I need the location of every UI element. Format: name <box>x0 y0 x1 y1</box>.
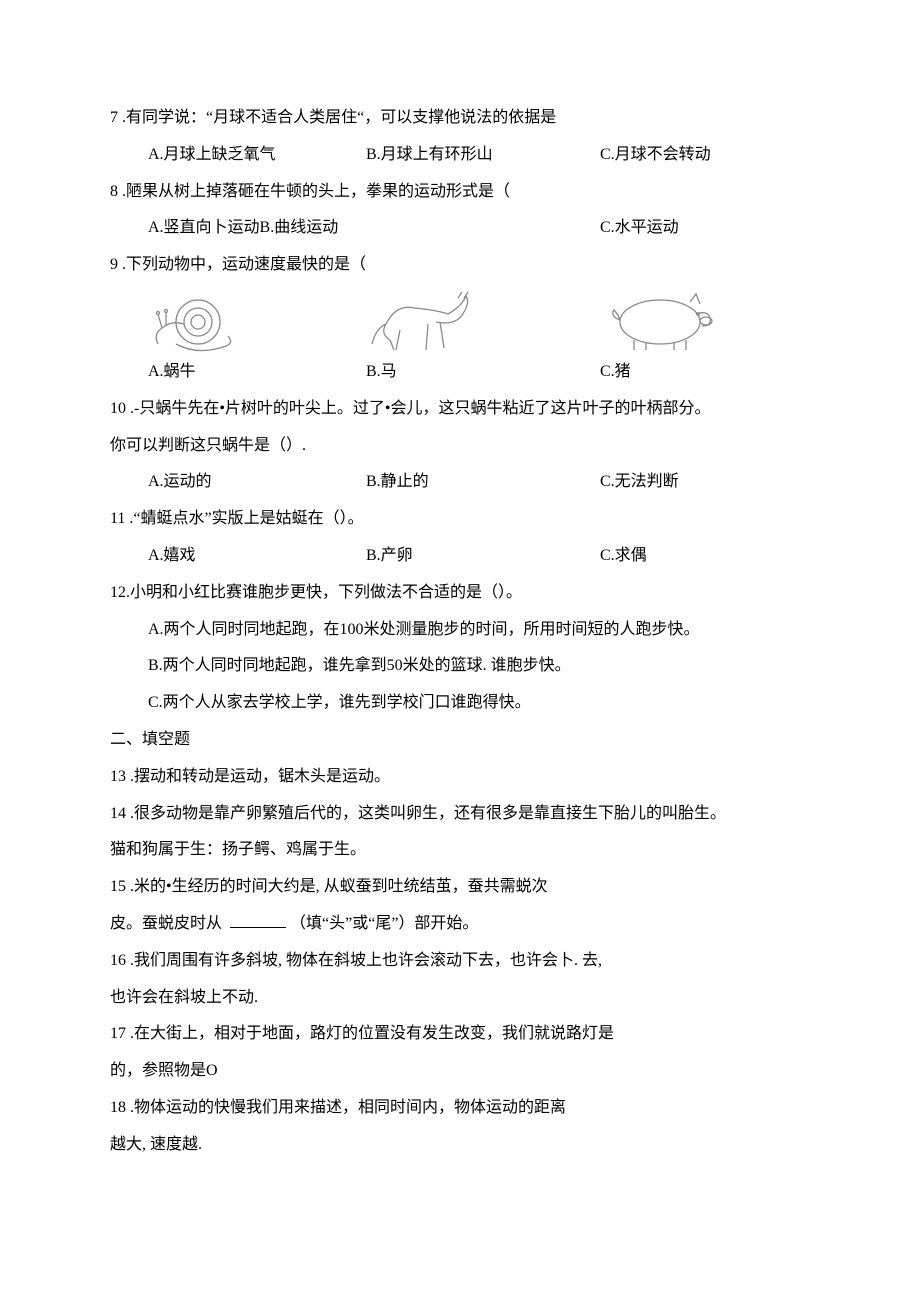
q14-line1: 14 .很多动物是靠产卵繁殖后代的，这类叫卵生，还有很多是靠直接生下胎儿的叫胎生… <box>110 796 810 833</box>
q12-option-b: B.两个人同时同地起跑，谁先拿到50米处的篮球. 谁胞步快。 <box>110 648 810 685</box>
q11-number: 11 <box>110 510 125 527</box>
q8-option-c: C.水平运动 <box>600 210 810 247</box>
q7-option-b: B.月球上有环形山 <box>366 137 600 174</box>
q18-line2: 越大, 速度越. <box>110 1127 810 1164</box>
q9-option-a: A.蜗牛 <box>148 354 366 391</box>
q10-option-a: A.运动的 <box>148 464 366 501</box>
q8-text: .陋果从树上掉落砸在牛顿的头上，拳果的运动形式是（ <box>118 183 510 200</box>
q10-options: A.运动的 B.静止的 C.无法判断 <box>110 464 810 501</box>
q11-options: A.嬉戏 B.产卵 C.求偶 <box>110 538 810 575</box>
q13: 13 .摆动和转动是运动，锯木头是运动。 <box>110 759 810 796</box>
q15-text2b: （填“头”或“尾”）部开始。 <box>290 915 478 932</box>
q7-option-a: A.月球上缺乏氧气 <box>148 137 366 174</box>
q12-text: .小明和小红比赛谁胞步更快，下列做法不合适的是（）。 <box>126 584 522 601</box>
q14-text1: .很多动物是靠产卵繁殖后代的，这类叫卵生，还有很多是靠直接生下胎儿的叫胎生。 <box>126 805 726 822</box>
q9-text: .下列动物中，运动速度最快的是（ <box>118 256 366 273</box>
q9-stem: 9 .下列动物中，运动速度最快的是（ <box>110 247 810 284</box>
q9-image-snail <box>148 284 366 354</box>
q8-number: 8 <box>110 183 118 200</box>
q10-number: 10 <box>110 400 126 417</box>
q11-option-a: A.嬉戏 <box>148 538 366 575</box>
q17-text1: .在大街上，相对于地面，路灯的位置没有发生改变，我们就说路灯是 <box>126 1025 614 1042</box>
q15-line1: 15 .米的•生经历的时间大约是, 从蚁蚕到吐统结茧，蚕共需蜕次 <box>110 869 810 906</box>
exam-page: 7 .有同学说：“月球不适合人类居住“，可以支撑他说法的依据是 A.月球上缺乏氧… <box>0 0 920 1301</box>
q14-line2: 猫和狗属于生：扬子鳄、鸡属于生。 <box>110 832 810 869</box>
q16-line1: 16 .我们周围有许多斜坡, 物体在斜坡上也许会滚动下去，也许会卜. 去, <box>110 943 810 980</box>
horse-icon <box>366 284 476 354</box>
q18-number: 18 <box>110 1099 126 1116</box>
q12-stem: 12.小明和小红比赛谁胞步更快，下列做法不合适的是（）。 <box>110 575 810 612</box>
q17-number: 17 <box>110 1025 126 1042</box>
fill-blank <box>230 913 286 928</box>
q8-stem: 8 .陋果从树上掉落砸在牛顿的头上，拳果的运动形式是（ <box>110 174 810 211</box>
q15-text2a: 皮。蚕蜕皮时从 <box>110 915 226 932</box>
q11-text: .“蜻蜓点水”实版上是姑蜓在（）。 <box>125 510 363 527</box>
q16-number: 16 <box>110 952 126 969</box>
q10-option-b: B.静止的 <box>366 464 600 501</box>
q9-image-horse <box>366 284 600 354</box>
q9-images <box>110 284 810 354</box>
q7-text: .有同学说：“月球不适合人类居住“，可以支撑他说法的依据是 <box>118 109 556 126</box>
q10-stem-line2: 你可以判断这只蜗牛是（）. <box>110 428 810 465</box>
q7-stem: 7 .有同学说：“月球不适合人类居住“，可以支撑他说法的依据是 <box>110 100 810 137</box>
q18-line1: 18 .物体运动的快慢我们用来描述，相同时间内，物体运动的距离 <box>110 1090 810 1127</box>
q11-option-c: C.求偶 <box>600 538 810 575</box>
q11-stem: 11 .“蜻蜓点水”实版上是姑蜓在（）。 <box>110 501 810 538</box>
q9-options: A.蜗牛 B.马 C.猪 <box>110 354 810 391</box>
q17-line2: 的，参照物是O <box>110 1053 810 1090</box>
q8-options: A.竖直向卜运动B.曲线运动 C.水平运动 <box>110 210 810 247</box>
pig-icon <box>600 284 720 354</box>
q16-line2: 也许会在斜坡上不动. <box>110 980 810 1017</box>
section-2-heading: 二、填空题 <box>110 722 810 759</box>
q8-option-ab: A.竖直向卜运动B.曲线运动 <box>148 210 600 247</box>
q9-option-b: B.马 <box>366 354 600 391</box>
q10-text1: .-只蜗牛先在•片树叶的叶尖上。过了•会儿，这只蜗牛粘近了这片叶子的叶柄部分。 <box>126 400 711 417</box>
q13-text: .摆动和转动是运动，锯木头是运动。 <box>126 768 390 785</box>
q16-text1: .我们周围有许多斜坡, 物体在斜坡上也许会滚动下去，也许会卜. 去, <box>126 952 602 969</box>
q9-image-pig <box>600 284 810 354</box>
q12-option-a: A.两个人同时同地起跑，在100米处测量胞步的时间，所用时间短的人跑步快。 <box>110 612 810 649</box>
q18-text1: .物体运动的快慢我们用来描述，相同时间内，物体运动的距离 <box>126 1099 566 1116</box>
q7-option-c: C.月球不会转动 <box>600 137 810 174</box>
q9-option-c: C.猪 <box>600 354 810 391</box>
q7-number: 7 <box>110 109 118 126</box>
q10-stem-line1: 10 .-只蜗牛先在•片树叶的叶尖上。过了•会儿，这只蜗牛粘近了这片叶子的叶柄部… <box>110 391 810 428</box>
q10-option-c: C.无法判断 <box>600 464 810 501</box>
q14-number: 14 <box>110 805 126 822</box>
q12-number: 12 <box>110 584 126 601</box>
q7-options: A.月球上缺乏氧气 B.月球上有环形山 C.月球不会转动 <box>110 137 810 174</box>
snail-icon <box>148 284 244 354</box>
q15-text1: .米的•生经历的时间大约是, 从蚁蚕到吐统结茧，蚕共需蜕次 <box>126 878 548 895</box>
q9-number: 9 <box>110 256 118 273</box>
q17-line1: 17 .在大街上，相对于地面，路灯的位置没有发生改变，我们就说路灯是 <box>110 1016 810 1053</box>
q11-option-b: B.产卵 <box>366 538 600 575</box>
q15-number: 15 <box>110 878 126 895</box>
q13-number: 13 <box>110 768 126 785</box>
q12-option-c: C.两个人从家去学校上学，谁先到学校门口谁跑得快。 <box>110 685 810 722</box>
q15-line2: 皮。蚕蜕皮时从 （填“头”或“尾”）部开始。 <box>110 906 810 943</box>
